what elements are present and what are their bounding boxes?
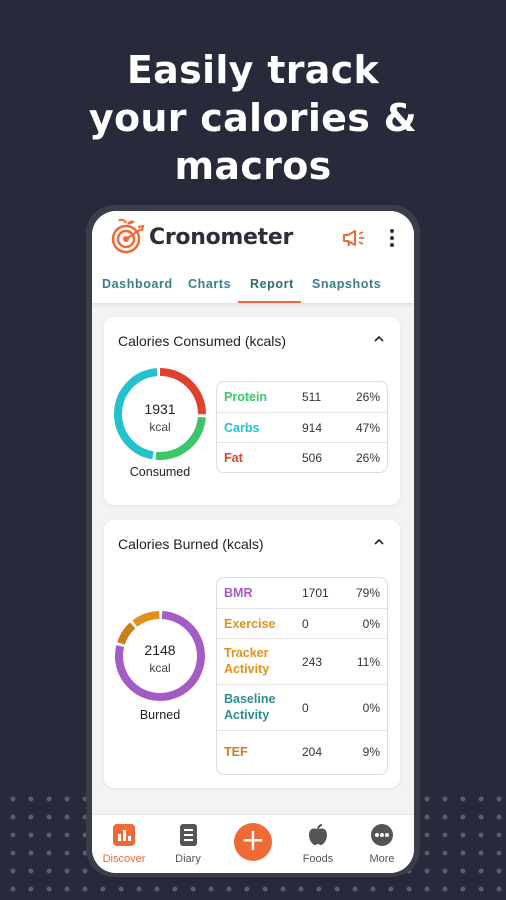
burn-name: BMR — [224, 586, 253, 600]
collapse-chevron-icon[interactable] — [374, 539, 384, 545]
burn-percent: 9% — [362, 745, 380, 759]
nav-discover[interactable]: Discover — [92, 815, 156, 873]
bottom-navigation: Discover Diary + Foods — [92, 814, 414, 873]
burn-name: Baseline Activity — [224, 692, 276, 722]
active-tab-indicator — [238, 301, 301, 303]
macro-value: 506 — [302, 451, 323, 465]
burn-value: 0 — [302, 701, 309, 715]
collapse-chevron-icon[interactable] — [374, 336, 384, 342]
burn-value: 0 — [302, 617, 309, 631]
apple-icon — [309, 824, 327, 845]
promo-headline: Easily track your calories & macros — [0, 46, 506, 190]
table-row: BMR 1701 79% — [217, 578, 387, 608]
burn-percent: 11% — [356, 655, 380, 669]
headline-line-1: Easily track — [126, 48, 380, 92]
burn-value: 204 — [302, 745, 323, 759]
nav-more[interactable]: More — [350, 815, 414, 873]
notebook-icon — [180, 824, 197, 846]
donut-segment-tracker-activity — [132, 611, 160, 627]
add-entry-button[interactable]: + — [234, 823, 272, 861]
donut-segment-tef — [117, 622, 136, 645]
more-dots-icon — [371, 824, 393, 846]
donut-segment-fat — [159, 368, 206, 415]
table-row: Tracker Activity 243 11% — [217, 638, 387, 685]
burned-donut-chart — [115, 611, 205, 701]
burn-percent: 0% — [362, 617, 380, 631]
macro-percent: 47% — [355, 421, 380, 435]
nav-label-foods: Foods — [302, 853, 334, 865]
donut-segment-bmr — [115, 611, 205, 701]
burned-table: BMR 1701 79% Exercise 0 0% Tracker Activ… — [216, 577, 388, 775]
consumed-donut: 1931 kcal — [113, 367, 207, 461]
macro-percent: 26% — [355, 390, 380, 404]
donut-segment-protein — [155, 416, 206, 460]
nav-label-diary: Diary — [175, 853, 201, 865]
burn-name: TEF — [224, 745, 248, 759]
donut-segment-carbs — [114, 368, 158, 460]
burned-label: Burned — [139, 708, 181, 722]
consumed-label: Consumed — [129, 465, 191, 479]
app-brand-name: Cronometer — [149, 225, 294, 250]
table-row: Exercise 0 0% — [217, 608, 387, 639]
table-row: Baseline Activity 0 0% — [217, 684, 387, 731]
macro-value: 511 — [302, 390, 322, 404]
tab-snapshots[interactable]: Snapshots — [312, 277, 382, 291]
burned-card-title: Calories Burned (kcals) — [118, 536, 264, 552]
burn-name: Exercise — [224, 617, 276, 631]
headline-line-3: macros — [174, 144, 332, 188]
cronometer-logo-icon — [111, 218, 145, 254]
table-row: Protein 511 26% — [217, 382, 387, 412]
burned-donut: 2148 kcal — [114, 610, 206, 702]
burn-name: Tracker Activity — [224, 646, 270, 676]
bar-chart-icon — [113, 824, 135, 846]
consumed-donut-chart — [114, 368, 206, 460]
nav-label-discover: Discover — [102, 853, 146, 865]
consumed-card-title: Calories Consumed (kcals) — [118, 333, 287, 349]
consumed-total: 1931 — [144, 401, 176, 417]
megaphone-icon[interactable] — [341, 227, 367, 249]
table-row: TEF 204 9% — [217, 730, 387, 774]
burned-unit: kcal — [149, 661, 171, 675]
plus-icon: + — [240, 823, 266, 858]
burn-percent: 79% — [355, 586, 380, 600]
nav-foods[interactable]: Foods — [286, 815, 350, 873]
nav-diary[interactable]: Diary — [156, 815, 220, 873]
macro-percent: 26% — [355, 451, 380, 465]
macro-name: Fat — [224, 451, 243, 465]
calories-consumed-card: Calories Consumed (kcals) 1931 kcal Cons… — [104, 317, 400, 505]
consumed-unit: kcal — [149, 420, 171, 434]
burn-value: 243 — [302, 655, 323, 669]
tab-report[interactable]: Report — [250, 277, 294, 291]
table-row: Carbs 914 47% — [217, 412, 387, 443]
headline-line-2: your calories & — [88, 96, 418, 140]
consumed-macro-table: Protein 511 26% Carbs 914 47% Fat 506 26… — [216, 381, 388, 473]
app-header: Cronometer Dashboard Charts Report Snaps… — [92, 211, 414, 303]
overflow-menu-icon[interactable] — [389, 229, 395, 247]
table-row: Fat 506 26% — [217, 442, 387, 472]
app-screen: Cronometer Dashboard Charts Report Snaps… — [92, 211, 414, 873]
burn-value: 1701 — [302, 586, 329, 600]
tab-charts[interactable]: Charts — [188, 277, 232, 291]
nav-label-more: More — [369, 853, 395, 865]
burned-total: 2148 — [144, 642, 176, 658]
report-tabs: Dashboard Charts Report Snapshots — [92, 271, 414, 303]
tab-dashboard[interactable]: Dashboard — [102, 277, 173, 291]
macro-value: 914 — [302, 421, 323, 435]
calories-burned-card: Calories Burned (kcals) 2148 kcal Burned… — [104, 520, 400, 788]
burn-percent: 0% — [362, 701, 380, 715]
macro-name: Protein — [224, 390, 268, 404]
macro-name: Carbs — [224, 421, 260, 435]
